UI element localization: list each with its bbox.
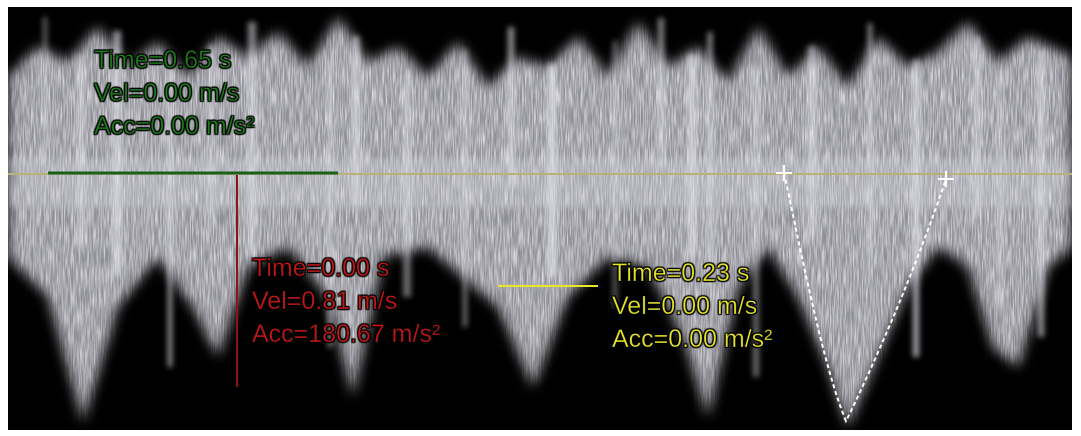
plus-marker-2: [938, 171, 954, 187]
plus-marker-1: [776, 165, 792, 181]
red-acceleration-label: Acc=180.67 m/s²: [252, 320, 441, 349]
envelope-trace: [783, 172, 947, 424]
yellow-measurement-readout: Time=0.23 s Vel=0.00 m/s Acc=0.00 m/s²: [612, 257, 773, 356]
yellow-acceleration-label: Acc=0.00 m/s²: [612, 325, 773, 354]
red-measurement-readout: Time=0.00 s Vel=0.81 m/s Acc=180.67 m/s²: [252, 252, 441, 351]
yellow-time-label: Time=0.23 s: [612, 259, 750, 288]
doppler-graphics: [8, 7, 1072, 430]
yellow-velocity-label: Vel=0.00 m/s: [612, 292, 758, 321]
green-time-label: Time=0.65 s: [94, 46, 232, 75]
red-time-label: Time=0.00 s: [252, 254, 390, 283]
red-velocity-label: Vel=0.81 m/s: [252, 287, 398, 316]
green-acceleration-label: Acc=0.00 m/s²: [94, 112, 255, 141]
green-measurement-readout: Time=0.65 s Vel=0.00 m/s Acc=0.00 m/s²: [94, 44, 255, 143]
doppler-spectrogram: [8, 7, 1072, 430]
green-velocity-label: Vel=0.00 m/s: [94, 79, 240, 108]
